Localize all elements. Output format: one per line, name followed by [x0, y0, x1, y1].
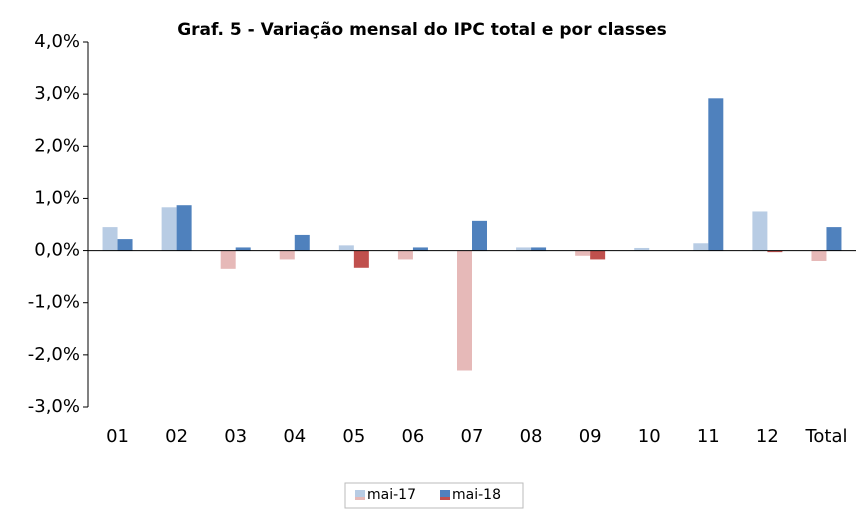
x-tick-label: 10 [638, 426, 661, 447]
bar [516, 247, 532, 251]
x-tick-label: 02 [165, 426, 188, 447]
x-tick-label: 12 [756, 426, 779, 447]
bar [752, 211, 768, 251]
x-tick-label: 03 [224, 426, 247, 447]
x-tick-label: 01 [106, 426, 129, 447]
bar [235, 247, 251, 251]
x-tick-label: 06 [401, 426, 424, 447]
legend-label: mai-18 [452, 487, 501, 503]
bar [590, 250, 606, 260]
x-tick-label: 11 [697, 426, 720, 447]
x-tick-label: Total [804, 426, 847, 447]
y-tick-label: 0,0% [34, 240, 80, 261]
chart-title: Graf. 5 - Variação mensal do IPC total e… [177, 20, 667, 40]
bar [708, 98, 724, 251]
y-tick-label: -1,0% [28, 292, 80, 313]
bar [634, 247, 650, 251]
bar [220, 250, 236, 269]
bar [294, 234, 310, 251]
legend-swatch [440, 490, 450, 500]
x-tick-label: 09 [579, 426, 602, 447]
bar [279, 250, 295, 260]
bar [176, 205, 192, 251]
y-tick-label: 4,0% [34, 31, 80, 52]
x-tick-label: 07 [461, 426, 484, 447]
bar [161, 207, 177, 251]
bar [767, 250, 783, 253]
bar [531, 247, 547, 251]
bar [412, 247, 428, 251]
x-tick-label: 04 [283, 426, 306, 447]
bar [811, 250, 827, 261]
bar [575, 250, 591, 256]
legend-label: mai-17 [367, 487, 416, 503]
bar [472, 220, 487, 251]
y-tick-label: -2,0% [28, 344, 80, 365]
y-tick-label: 1,0% [34, 187, 80, 208]
legend-swatch-negative [440, 497, 450, 500]
bar [693, 243, 709, 251]
legend-swatch [355, 490, 365, 500]
x-tick-label: 08 [520, 426, 543, 447]
bar [826, 227, 842, 251]
legend-box [344, 482, 524, 509]
y-tick-label: 2,0% [34, 135, 80, 156]
y-tick-label: -3,0% [28, 396, 80, 417]
bar [353, 250, 369, 268]
bar [117, 239, 133, 251]
bar [457, 250, 472, 371]
x-tick-label: 05 [342, 426, 365, 447]
y-tick-label: 3,0% [34, 83, 80, 104]
bar [338, 245, 354, 251]
bar [102, 227, 118, 251]
bar [397, 250, 413, 260]
legend-swatch-negative [355, 497, 365, 500]
